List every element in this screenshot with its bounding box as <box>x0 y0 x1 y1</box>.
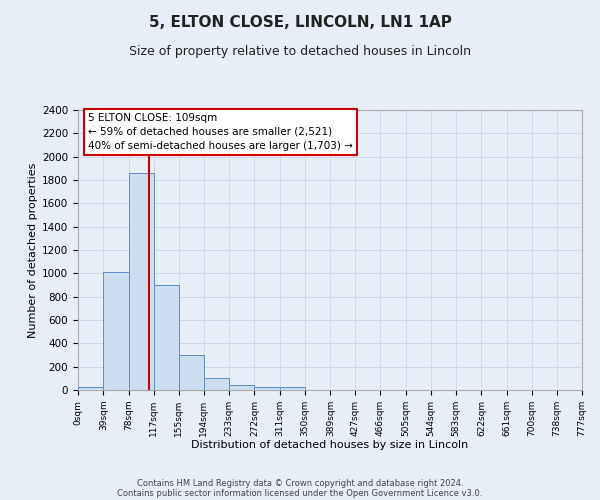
Bar <box>128 173 154 390</box>
Text: Contains public sector information licensed under the Open Government Licence v3: Contains public sector information licen… <box>118 488 482 498</box>
Bar <box>280 387 305 390</box>
Bar <box>179 355 204 390</box>
Text: Contains HM Land Registry data © Crown copyright and database right 2024.: Contains HM Land Registry data © Crown c… <box>137 478 463 488</box>
Bar <box>154 285 179 390</box>
Text: 5, ELTON CLOSE, LINCOLN, LN1 1AP: 5, ELTON CLOSE, LINCOLN, LN1 1AP <box>149 15 451 30</box>
Text: 5 ELTON CLOSE: 109sqm
← 59% of detached houses are smaller (2,521)
40% of semi-d: 5 ELTON CLOSE: 109sqm ← 59% of detached … <box>88 113 353 151</box>
Bar <box>204 378 229 390</box>
Bar <box>254 386 280 390</box>
Bar <box>229 385 254 390</box>
Bar <box>103 272 128 390</box>
Bar <box>78 387 103 390</box>
X-axis label: Distribution of detached houses by size in Lincoln: Distribution of detached houses by size … <box>191 440 469 450</box>
Text: Size of property relative to detached houses in Lincoln: Size of property relative to detached ho… <box>129 45 471 58</box>
Y-axis label: Number of detached properties: Number of detached properties <box>28 162 38 338</box>
